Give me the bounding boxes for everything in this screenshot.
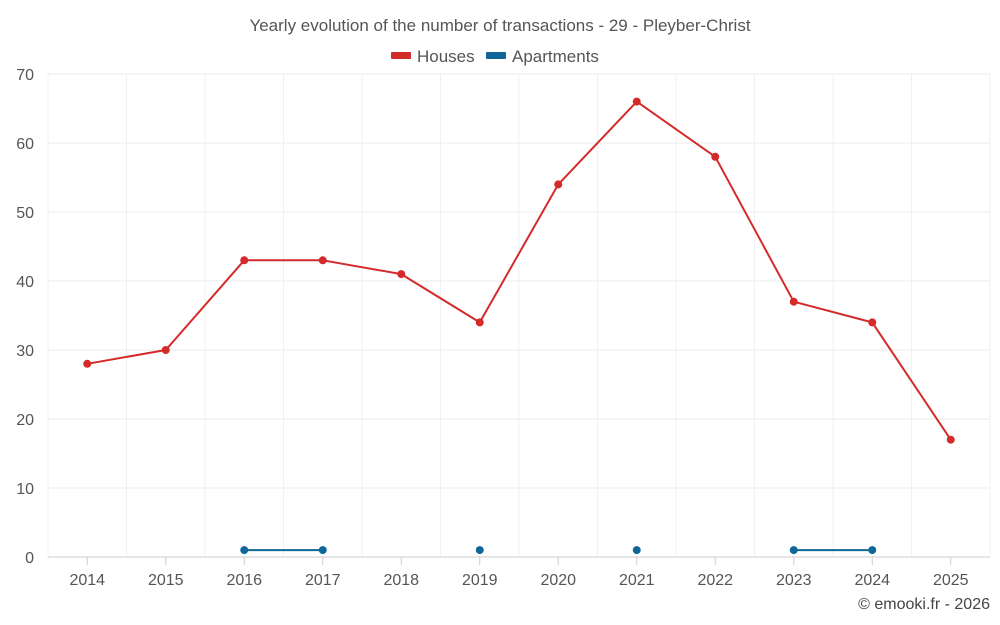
y-tick-label: 70: [16, 67, 34, 84]
x-tick-label: 2019: [462, 572, 498, 589]
data-point-houses[interactable]: [632, 97, 641, 106]
data-point-apartments[interactable]: [318, 546, 327, 555]
data-point-houses[interactable]: [83, 359, 92, 368]
y-tick-label: 60: [16, 136, 34, 153]
x-tick-label: 2014: [69, 572, 105, 589]
legend-swatch-apartments: [486, 52, 506, 59]
x-tick-label: 2023: [776, 572, 812, 589]
data-point-apartments[interactable]: [475, 546, 484, 555]
data-point-houses[interactable]: [318, 256, 327, 265]
y-tick-label: 0: [25, 550, 34, 567]
chart-title: Yearly evolution of the number of transa…: [249, 16, 750, 35]
data-point-houses[interactable]: [711, 152, 720, 161]
data-point-houses[interactable]: [554, 180, 563, 189]
y-tick-label: 50: [16, 205, 34, 222]
y-tick-label: 30: [16, 343, 34, 360]
x-tick-label: 2021: [619, 572, 655, 589]
legend-label-houses[interactable]: Houses: [417, 47, 475, 66]
x-tick-label: 2015: [148, 572, 184, 589]
x-tick-label: 2018: [383, 572, 419, 589]
series-lines: [83, 97, 955, 555]
data-point-apartments[interactable]: [632, 546, 641, 555]
x-tick-label: 2025: [933, 572, 969, 589]
x-tick-label: 2020: [540, 572, 576, 589]
x-tick-label: 2022: [697, 572, 733, 589]
series-houses: [83, 97, 955, 444]
data-point-apartments[interactable]: [789, 546, 798, 555]
data-point-houses[interactable]: [946, 435, 955, 444]
x-tick-label: 2016: [226, 572, 262, 589]
legend-swatch-houses: [391, 52, 411, 59]
data-point-houses[interactable]: [397, 270, 406, 279]
data-point-houses[interactable]: [868, 318, 877, 327]
x-tick-label: 2024: [854, 572, 890, 589]
grid: [47, 73, 991, 557]
series-line-houses: [87, 100, 952, 441]
series-apartments: [240, 546, 877, 555]
data-point-apartments[interactable]: [868, 546, 877, 555]
y-tick-label: 10: [16, 481, 34, 498]
data-point-apartments[interactable]: [240, 546, 249, 555]
legend-label-apartments[interactable]: Apartments: [512, 47, 599, 66]
data-point-houses[interactable]: [240, 256, 249, 265]
data-point-houses[interactable]: [161, 346, 170, 354]
x-tick-label: 2017: [305, 572, 341, 589]
data-point-houses[interactable]: [789, 297, 798, 306]
y-tick-label: 40: [16, 274, 34, 291]
axes: 0 10 20 30 40 50 60 70 2014 2015 2016 2017 2018 2019 2…: [16, 67, 990, 589]
y-tick-label: 20: [16, 412, 34, 429]
data-point-houses[interactable]: [475, 318, 484, 327]
credit-text: © emooki.fr - 2026: [858, 596, 990, 613]
legend: Houses Apartments: [391, 47, 599, 66]
